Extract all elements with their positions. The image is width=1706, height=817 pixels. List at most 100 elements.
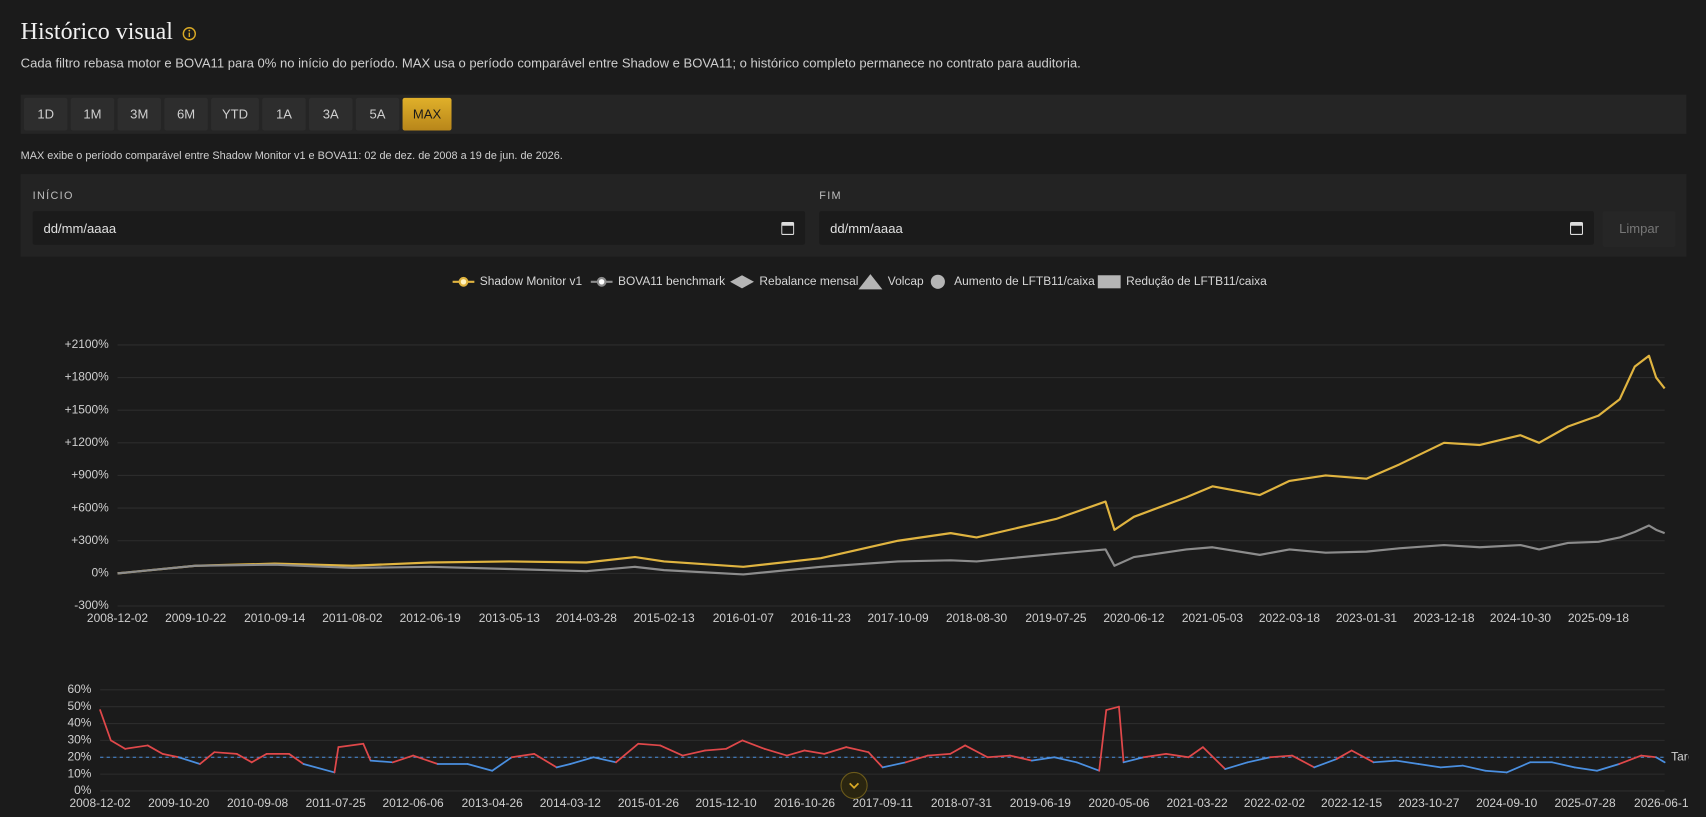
exposure-segment [1505,761,1531,774]
exposure-segment [1098,709,1108,772]
exposure-segment [1118,705,1125,764]
x-tick-label: 2016-11-23 [791,611,852,625]
legend-label: Rebalance mensal [759,274,858,288]
legend-label: Volcap [888,274,924,288]
period-button[interactable]: 1A [262,97,306,131]
exposure-segment [1462,764,1487,772]
exposure-segment [615,742,640,764]
exposure-segment [177,756,201,765]
legend-label: Aumento de LFTB11/caixa [954,274,1095,288]
x-tick-label: 2015-01-26 [618,796,679,810]
exposure-segment [491,756,513,772]
x-tick-label: 2008-12-02 [70,796,131,810]
threshold-label: Targ [1671,749,1688,763]
end-input[interactable]: dd/mm/aaaa [819,211,1594,245]
exposure-segment [555,763,572,769]
y-tick-label: 60% [67,682,91,696]
start-input[interactable]: dd/mm/aaaa [32,211,806,245]
exposure-segment [1350,749,1375,764]
exposure-segment [466,763,494,772]
exposure-segment [741,739,766,750]
exposure-segment [1313,758,1338,769]
x-tick-label: 2022-03-18 [1259,611,1320,625]
period-note: MAX exibe o período comparável entre Sha… [20,150,563,163]
exposure-segment [124,744,149,750]
exposure-segment [1053,756,1078,764]
period-button[interactable]: MAX [402,97,452,131]
x-tick-label: 2023-12-18 [1413,611,1474,625]
exposure-segment [302,763,336,774]
exposure-segment [161,753,180,759]
scroll-down-button[interactable] [840,771,868,800]
x-tick-label: 2012-06-06 [383,796,444,810]
exposure-segment [1551,761,1576,769]
exposure-segment [1224,761,1249,770]
x-tick-label: 2010-09-14 [244,611,305,625]
period-button[interactable]: 5A [355,97,400,131]
x-tick-label: 2022-02-02 [1244,796,1305,810]
period-button[interactable]: 3A [308,97,353,131]
chart: 0% 10% 20% 30% 40% 50% 60% 2008-12-02 2009-10-20… [67,682,1688,810]
x-tick-label: 2011-07-25 [306,796,367,810]
period-button[interactable]: 1D [23,97,68,131]
x-tick-label: 2017-10-09 [867,611,928,625]
x-tick-label: 2019-06-19 [1010,796,1071,810]
exposure-segment [1573,766,1598,772]
exposure-segment [949,744,967,755]
period-button[interactable]: 3M [117,97,162,131]
exposure-segment [845,746,870,754]
x-tick-label: 2018-07-31 [931,796,992,810]
exposure-segment [1335,749,1353,760]
exposure-segment [881,761,907,769]
y-tick-label: +600% [71,500,109,514]
period-button[interactable]: 6M [164,97,208,131]
x-tick-label: 2008-12-02 [87,611,148,625]
x-tick-label: 2024-10-30 [1490,611,1551,625]
clear-button[interactable]: Limpar [1602,211,1676,247]
y-tick-label: +1800% [65,370,110,384]
calendar-icon [781,221,795,236]
exposure-segment [1417,763,1442,769]
y-tick-label: +1500% [65,402,110,416]
exposure-segment [867,751,884,769]
x-tick-label: 2021-03-22 [1167,796,1228,810]
x-tick-label: 2016-10-26 [774,796,835,810]
exposure-segment [1202,746,1227,770]
exposure-segment [926,753,952,757]
exposure-segment [391,754,414,764]
exposure-segment [1395,759,1420,765]
exposure-segment [1596,763,1621,772]
exposure-segment [1075,761,1101,772]
exposure-segment [1655,756,1666,764]
y-tick-label: +900% [71,468,109,482]
exposure-segment [803,749,826,755]
date-filters: INÍCIO dd/mm/aaaa FIM dd/mm/aaaa Limpar [20,174,1687,257]
start-placeholder: dd/mm/aaaa [43,220,117,237]
exposure-segment [986,754,1011,759]
y-tick-label: 0% [92,566,110,580]
period-button[interactable]: 1M [70,97,115,131]
legend-swatch [1097,275,1121,289]
y-tick-label: 30% [67,733,91,747]
period-button[interactable]: YTD [211,97,259,131]
legend-label: BOVA11 benchmark [618,274,725,288]
exposure-segment [250,753,268,764]
x-tick-label: 2025-09-18 [1568,611,1629,625]
period-bar: 1D 1M 3M 6M YTD 1A 3A 5A MAX [20,94,1687,134]
exposure-segment [1618,754,1643,765]
x-tick-label: 2013-04-26 [462,796,523,810]
series-line [117,524,1666,576]
x-tick-label: 2013-05-13 [479,611,540,625]
info-icon[interactable] [182,26,197,41]
exposure-segment [199,751,216,765]
exposure-segment [681,749,706,757]
legend-label: Redução de LFTB11/caixa [1126,274,1267,288]
start-label: INÍCIO [32,190,74,203]
x-tick-label: 2009-10-22 [165,611,226,625]
x-tick-label: 2018-08-30 [946,611,1007,625]
legend-swatch [730,275,754,289]
legend-swatch [458,276,469,287]
